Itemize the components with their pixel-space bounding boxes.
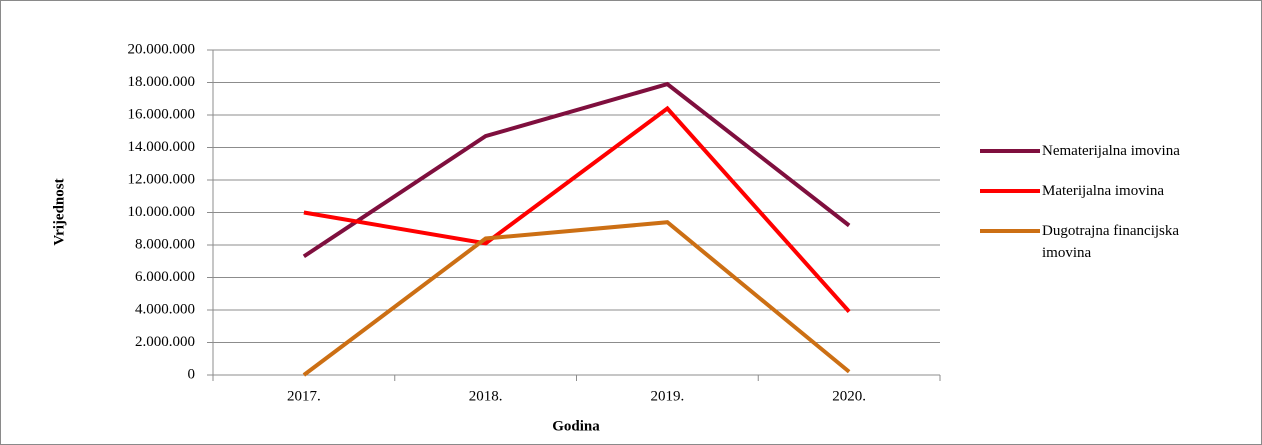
legend-swatch — [980, 149, 1040, 153]
x-tick-label: 2019. — [651, 388, 685, 404]
series-line — [302, 220, 851, 377]
y-tick-label: 12.000.000 — [128, 171, 196, 187]
y-tick-label: 0 — [188, 366, 196, 382]
legend-label: Materijalna imovina — [1042, 183, 1165, 199]
series-line — [303, 105, 851, 313]
y-axis-title: Vrijednost — [51, 178, 67, 245]
y-tick-label: 16.000.000 — [128, 106, 196, 122]
y-tick-label: 4.000.000 — [135, 301, 195, 317]
x-tick-label: 2018. — [469, 388, 503, 404]
y-tick-label: 10.000.000 — [128, 204, 196, 220]
legend-item: Dugotrajna financijska imovina — [980, 220, 1250, 261]
y-tick-label: 14.000.000 — [128, 139, 196, 155]
y-tick-label: 18.000.000 — [128, 74, 196, 90]
legend-label: Dugotrajna financijska imovina — [1042, 223, 1180, 261]
y-tick-label: 20.000.000 — [128, 41, 196, 57]
x-tick-label: 2020. — [832, 388, 866, 404]
x-tick-label: 2017. — [287, 388, 321, 404]
x-axis-title: Godina — [552, 418, 600, 434]
legend-item: Materijalna imovina — [980, 180, 1250, 200]
y-tick-label: 6.000.000 — [135, 269, 195, 285]
series-line — [302, 81, 851, 259]
legend-swatch — [980, 189, 1040, 193]
legend: Nematerijalna imovina Materijalna imovina… — [980, 140, 1250, 261]
legend-label: Nematerijalna imovina — [1042, 143, 1180, 159]
y-tick-label: 2.000.000 — [135, 334, 195, 350]
y-tick-label: 8.000.000 — [135, 236, 195, 252]
legend-item: Nematerijalna imovina — [980, 140, 1250, 160]
legend-swatch — [980, 229, 1040, 233]
